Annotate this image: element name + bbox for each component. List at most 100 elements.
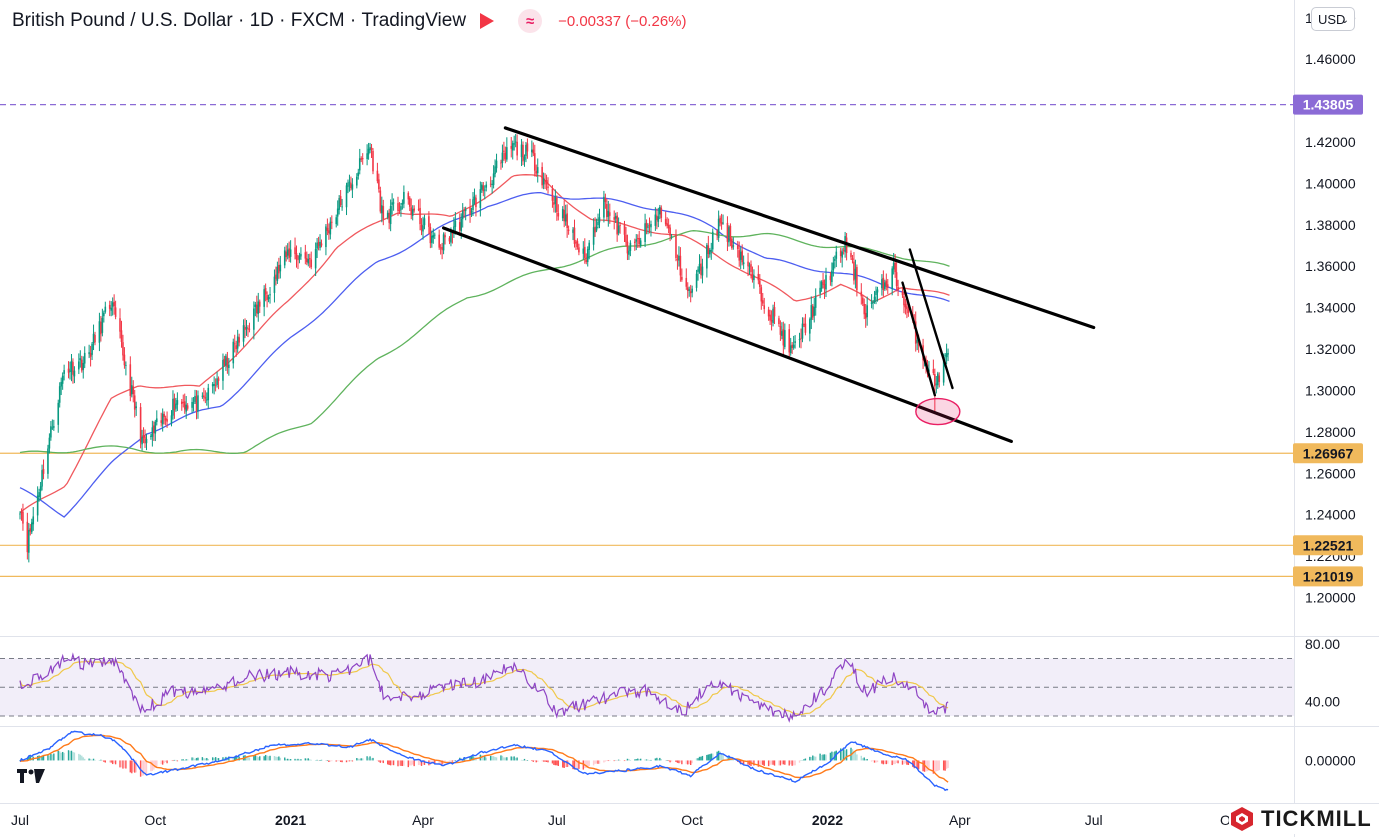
- candle: [897, 279, 899, 297]
- tradingview-logo-icon[interactable]: [16, 764, 46, 788]
- candle: [510, 137, 513, 158]
- interval-label[interactable]: 1D: [249, 10, 274, 31]
- candle: [266, 291, 268, 308]
- time-tick-label: 2022: [812, 812, 843, 828]
- candle: [201, 392, 204, 399]
- macd-histogram-bar: [119, 760, 121, 768]
- candle: [851, 254, 854, 264]
- candle-body: [356, 176, 358, 186]
- macd-histogram-bar: [319, 760, 321, 761]
- macd-histogram-bar: [873, 760, 876, 763]
- candle-body: [675, 235, 677, 259]
- time-axis[interactable]: JulOct2021AprJulOct2022AprJulOc: [11, 812, 1238, 828]
- macd-histogram-bar: [695, 758, 698, 761]
- candle-body: [170, 415, 173, 424]
- candle: [123, 347, 126, 369]
- candle: [258, 299, 261, 313]
- price-level-badge[interactable]: 1.26967: [1293, 443, 1363, 464]
- candle: [295, 245, 298, 268]
- candle: [289, 240, 292, 263]
- candle-body: [541, 166, 543, 186]
- trendline-channel-lower[interactable]: [441, 226, 1013, 443]
- macd-histogram-bar: [204, 758, 207, 761]
- trendline-channel-upper[interactable]: [503, 126, 1096, 330]
- candle: [329, 217, 332, 240]
- price-level-badge[interactable]: 1.43805: [1293, 94, 1363, 115]
- rsi-pane[interactable]: [0, 652, 1294, 723]
- macd-histogram-bar: [398, 760, 401, 766]
- candle: [722, 214, 724, 225]
- price-level-badge-bg: [1293, 94, 1363, 115]
- trendline-drawings[interactable]: [441, 126, 1096, 443]
- candle-body: [113, 301, 115, 307]
- candle-body: [247, 328, 249, 330]
- candle: [153, 421, 155, 441]
- candle-body: [392, 202, 395, 204]
- candle-body: [732, 245, 735, 247]
- candle: [720, 213, 723, 230]
- candle: [91, 342, 93, 361]
- rsi-line[interactable]: [19, 652, 949, 723]
- macd-histogram-bar: [759, 760, 761, 767]
- moving-average-sma_green[interactable]: [19, 230, 950, 454]
- trendline-wedge-right[interactable]: [908, 248, 954, 390]
- candle: [504, 146, 507, 164]
- macd-histogram-bar: [391, 760, 393, 765]
- candle-body: [431, 235, 433, 243]
- candle: [870, 294, 873, 309]
- macd-histogram-bar: [707, 754, 710, 761]
- candle: [403, 185, 405, 209]
- candle: [94, 331, 96, 346]
- candle: [514, 133, 517, 148]
- macd-histogram-bar: [434, 760, 436, 765]
- candle-body: [520, 144, 523, 158]
- candle: [617, 217, 620, 236]
- macd-line[interactable]: [19, 730, 949, 792]
- candle: [638, 230, 641, 248]
- candle-body: [784, 330, 786, 347]
- price-level-badge[interactable]: 1.22521: [1293, 535, 1363, 556]
- macd-pane[interactable]: [19, 730, 949, 792]
- candle: [235, 340, 238, 357]
- macd-signal-line[interactable]: [19, 734, 949, 783]
- candle-body: [794, 341, 796, 343]
- candle: [73, 366, 76, 384]
- macd-histogram-bar: [525, 760, 527, 762]
- candle-body: [872, 302, 874, 304]
- macd-histogram-bar: [263, 756, 265, 761]
- macd-histogram-bar: [628, 758, 630, 761]
- flag-icon[interactable]: [480, 13, 495, 29]
- symbol-name[interactable]: British Pound / U.S. Dollar: [12, 10, 233, 31]
- candle: [839, 247, 842, 263]
- candle-body: [644, 223, 646, 242]
- macd-histogram-bar: [195, 757, 198, 761]
- price-candles[interactable]: [19, 133, 949, 563]
- candle: [317, 236, 320, 251]
- price-axis[interactable]: 1.480001.460001.440001.420001.400001.380…: [1293, 10, 1363, 769]
- moving-average-ema_blue[interactable]: [19, 191, 950, 518]
- macd-histogram-bar: [915, 760, 917, 768]
- candle-body: [26, 521, 29, 553]
- candle: [481, 182, 483, 193]
- candle-body: [438, 234, 440, 248]
- moving-average-ema_red[interactable]: [19, 174, 950, 514]
- candle: [801, 317, 804, 343]
- candle-body: [195, 396, 198, 412]
- macd-histogram-bar: [804, 758, 807, 761]
- tv-logo-shape: [17, 769, 45, 783]
- candle-body: [870, 302, 873, 304]
- candle: [433, 232, 436, 240]
- currency-selector[interactable]: USD ⌄: [1311, 7, 1355, 31]
- indicator-icon[interactable]: ≈: [518, 9, 543, 33]
- macd-histogram-bar: [50, 753, 52, 761]
- price-level-badge[interactable]: 1.21019: [1293, 566, 1363, 587]
- macd-histogram-bar: [554, 760, 557, 766]
- low-highlight-ellipse[interactable]: [915, 397, 961, 426]
- trendline-wedge-left[interactable]: [901, 281, 937, 397]
- candle: [347, 179, 349, 194]
- price-level-badge-label: 1.26967: [1303, 445, 1354, 461]
- macd-histogram-bar: [907, 760, 910, 766]
- candle-body: [51, 427, 54, 429]
- candle: [800, 328, 802, 349]
